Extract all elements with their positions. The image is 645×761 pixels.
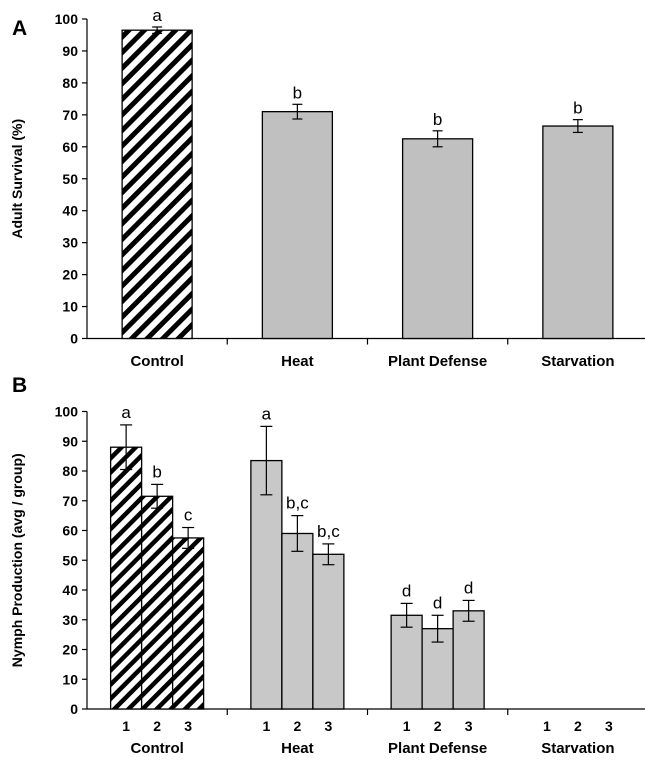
panel-b-y-tick-label: 30 (62, 612, 78, 628)
x-category-label-starvation: Starvation (541, 740, 614, 757)
bar-control (121, 29, 193, 340)
panel-b-label: B (12, 374, 27, 397)
panel-b-y-tick-label: 20 (62, 642, 78, 658)
significance-label-heat-3: b,c (317, 522, 340, 541)
panel-b-y-tick-label: 10 (62, 671, 78, 687)
panel-b-y-axis-title: Nymph Production (avg / group) (9, 453, 25, 667)
panel-a-chart: A 0 10 20 30 40 50 60 70 80 90 100 Adult Survival (%… (9, 6, 645, 370)
x-category-label-heat: Heat (281, 353, 314, 370)
x-subcategory-label-starvation-2: 2 (574, 718, 582, 734)
significance-label-plant-defense-2: d (433, 593, 442, 612)
x-subcategory-label-plant-defense-2: 2 (434, 718, 442, 734)
x-category-label-plant-defense: Plant Defense (388, 740, 487, 757)
panel-b-y-tick-label: 40 (62, 582, 78, 598)
x-subcategory-label-heat-2: 2 (293, 718, 301, 734)
bar-heat-1 (250, 459, 283, 710)
significance-label-heat-2: b,c (286, 494, 309, 513)
panel-a-y-tick-label: 10 (62, 299, 78, 315)
panel-a-y-tick-label: 20 (62, 267, 78, 283)
bar-starvation (542, 125, 614, 340)
panel-a-y-axis-title: Adult Survival (%) (9, 119, 25, 239)
panel-a-y-tick-label: 50 (62, 171, 78, 187)
bar-control-2 (140, 495, 174, 710)
significance-label-plant-defense-3: d (464, 578, 473, 597)
panel-a-y-tick-label: 70 (62, 107, 78, 123)
panel-b-y-tick-label: 100 (55, 404, 79, 420)
x-subcategory-label-heat-3: 3 (324, 718, 332, 734)
panel-a-y-tick-label: 100 (55, 11, 79, 27)
panel-b-y-tick-label: 80 (62, 463, 78, 479)
panel-b-y-tick-label: 60 (62, 523, 78, 539)
bar-control-1 (109, 446, 143, 710)
panel-b-chart: B 0 10 20 30 40 50 60 70 80 90 100 Nymph Production … (9, 374, 645, 757)
panel-a-y-tick-label: 30 (62, 235, 78, 251)
significance-label-plant-defense: b (433, 110, 442, 129)
panel-b-y-tick-label: 50 (62, 552, 78, 568)
bar-heat-2 (281, 532, 314, 710)
significance-label-control-2: b (152, 462, 161, 481)
x-subcategory-label-control-1: 1 (122, 718, 130, 734)
panel-a-label: A (12, 17, 27, 40)
significance-label-plant-defense-1: d (402, 581, 411, 600)
x-category-label-plant-defense: Plant Defense (388, 353, 487, 370)
panel-b-y-tick-label: 0 (70, 701, 78, 717)
panel-a-y-tick-label: 80 (62, 75, 78, 91)
x-subcategory-label-plant-defense-1: 1 (403, 718, 411, 734)
bar-heat-3 (312, 553, 345, 710)
x-category-label-control: Control (130, 353, 183, 370)
panel-b-y-tick-label: 90 (62, 433, 78, 449)
x-category-label-starvation: Starvation (541, 353, 614, 370)
x-subcategory-label-control-3: 3 (184, 718, 192, 734)
significance-label-heat: b (293, 83, 302, 102)
bar-heat (261, 111, 334, 340)
x-subcategory-label-control-2: 2 (153, 718, 161, 734)
bar-control-3 (171, 537, 205, 710)
panel-a-y-tick-label: 60 (62, 139, 78, 155)
significance-label-control: a (152, 6, 162, 25)
bar-plant-defense-1 (390, 614, 423, 710)
significance-label-control-1: a (121, 403, 131, 422)
panel-a-y-tick-label: 40 (62, 203, 78, 219)
panel-a-y-tick-label: 90 (62, 43, 78, 59)
x-subcategory-label-heat-1: 1 (262, 718, 270, 734)
x-category-label-heat: Heat (281, 740, 314, 757)
x-subcategory-label-starvation-1: 1 (543, 718, 551, 734)
x-subcategory-label-plant-defense-3: 3 (465, 718, 473, 734)
significance-label-starvation: b (573, 99, 582, 118)
bar-plant-defense (401, 138, 474, 340)
significance-label-control-3: c (184, 506, 193, 525)
bar-plant-defense-3 (452, 610, 485, 710)
panel-b-y-tick-label: 70 (62, 493, 78, 509)
x-subcategory-label-starvation-3: 3 (605, 718, 613, 734)
x-category-label-control: Control (130, 740, 183, 757)
panel-a-y-tick-label: 0 (70, 331, 78, 347)
significance-label-heat-1: a (262, 404, 272, 423)
